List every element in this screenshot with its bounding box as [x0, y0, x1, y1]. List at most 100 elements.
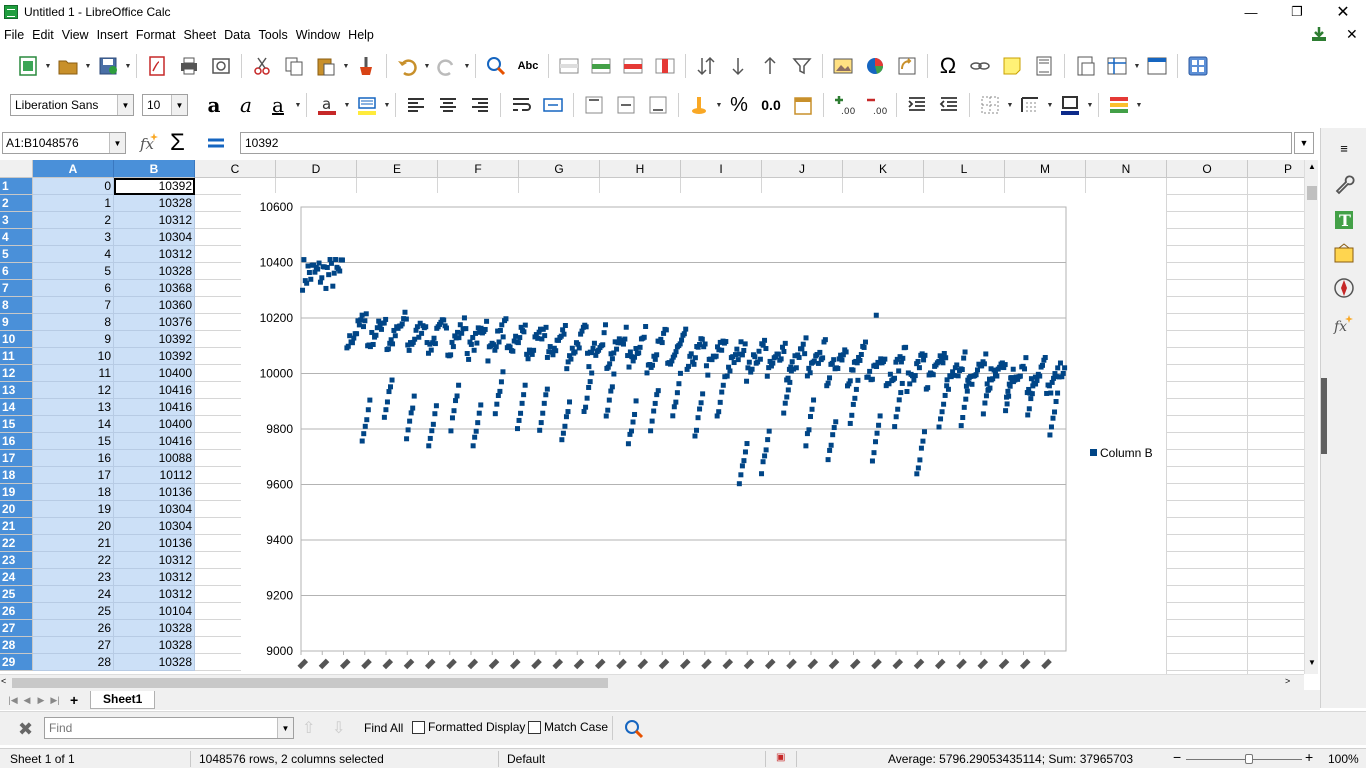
add-sheet-button[interactable]: + — [70, 692, 79, 708]
cell-a[interactable]: 9 — [33, 331, 114, 348]
print-preview-icon[interactable] — [207, 52, 235, 80]
save-icon[interactable] — [94, 52, 122, 80]
sort-ascending-icon[interactable] — [724, 52, 752, 80]
cell-a[interactable]: 16 — [33, 450, 114, 467]
next-sheet-icon[interactable]: ▶ — [37, 694, 45, 705]
decrease-indent-icon[interactable] — [935, 91, 963, 119]
cell-a[interactable]: 0 — [33, 178, 114, 195]
cell-b[interactable]: 10112 — [114, 467, 195, 484]
scatter-chart[interactable]: 10600 10400 10200 10000 9800 9600 9400 9200 9000… — [241, 193, 1166, 674]
add-decimal-place-icon[interactable]: .00 — [830, 91, 858, 119]
row-header[interactable]: 19 — [0, 484, 33, 501]
cell-a[interactable]: 3 — [33, 229, 114, 246]
cell-b[interactable]: 10392 — [114, 348, 195, 365]
row-header[interactable]: 3 — [0, 212, 33, 229]
menu-insert[interactable]: Insert — [96, 28, 128, 42]
cut-icon[interactable] — [248, 52, 276, 80]
column-header-j[interactable]: J — [762, 160, 843, 178]
row-header[interactable]: 24 — [0, 569, 33, 586]
cell-a[interactable]: 1 — [33, 195, 114, 212]
styles-icon[interactable]: T — [1332, 208, 1356, 232]
wrap-text-icon[interactable] — [507, 91, 535, 119]
find-previous-icon[interactable]: ⇧ — [302, 720, 316, 737]
column-header-f[interactable]: F — [438, 160, 519, 178]
match-case-option[interactable]: Match Case — [528, 720, 608, 735]
background-color-dropdown-icon[interactable]: ▼ — [383, 101, 391, 109]
cell-b[interactable]: 10088 — [114, 450, 195, 467]
increase-indent-icon[interactable] — [903, 91, 931, 119]
cell-a[interactable]: 5 — [33, 263, 114, 280]
row-header[interactable]: 20 — [0, 501, 33, 518]
chevron-down-icon[interactable]: ▼ — [277, 718, 293, 738]
active-cell-b1[interactable]: 10392 — [114, 178, 195, 195]
vertical-scrollbar[interactable]: ▲ ▼ — [1304, 160, 1318, 674]
row-header[interactable]: 25 — [0, 586, 33, 603]
scroll-right-icon[interactable]: > — [1285, 676, 1291, 686]
column-header-a[interactable]: A — [33, 160, 114, 178]
sum-icon[interactable]: Σ — [170, 129, 185, 156]
sidebar-menu-icon[interactable]: ≡ — [1340, 140, 1348, 156]
cell-b[interactable]: 10368 — [114, 280, 195, 297]
cell-b[interactable]: 10328 — [114, 620, 195, 637]
row-header[interactable]: 12 — [0, 365, 33, 382]
selection-summary[interactable]: Average: 5796.29053435114; Sum: 37965703 — [888, 752, 1134, 766]
cell-b[interactable]: 10416 — [114, 399, 195, 416]
zoom-out-icon[interactable]: − — [1173, 749, 1182, 765]
cell-b[interactable]: 10392 — [114, 331, 195, 348]
cell-b[interactable]: 10376 — [114, 314, 195, 331]
font-color-dropdown-icon[interactable]: ▼ — [343, 101, 351, 109]
cell-b[interactable]: 10304 — [114, 229, 195, 246]
row-header[interactable]: 10 — [0, 331, 33, 348]
row-header[interactable]: 8 — [0, 297, 33, 314]
cell-a[interactable]: 24 — [33, 586, 114, 603]
borders-dropdown-icon[interactable]: ▼ — [1006, 101, 1014, 109]
row-header[interactable]: 16 — [0, 433, 33, 450]
formatted-display-option[interactable]: Formatted Display — [412, 720, 525, 735]
border-color-dropdown-icon[interactable]: ▼ — [1086, 101, 1094, 109]
freeze-rows-columns-icon[interactable] — [1103, 52, 1131, 80]
first-sheet-icon[interactable]: |◀ — [8, 694, 18, 705]
row-header[interactable]: 18 — [0, 467, 33, 484]
row-header[interactable]: 9 — [0, 314, 33, 331]
insert-chart-icon[interactable] — [861, 52, 889, 80]
cell-b[interactable]: 10312 — [114, 569, 195, 586]
column-header-l[interactable]: L — [924, 160, 1005, 178]
align-top-icon[interactable] — [580, 91, 608, 119]
cell-b[interactable]: 10328 — [114, 263, 195, 280]
cell-b[interactable]: 10416 — [114, 382, 195, 399]
cell-b[interactable]: 10360 — [114, 297, 195, 314]
gallery-icon[interactable] — [1332, 242, 1356, 266]
column-header-g[interactable]: G — [519, 160, 600, 178]
currency-dropdown-icon[interactable]: ▼ — [715, 101, 723, 109]
minimize-button[interactable]: — — [1244, 4, 1258, 20]
row-header[interactable]: 11 — [0, 348, 33, 365]
scroll-up-icon[interactable]: ▲ — [1308, 162, 1316, 171]
cell-a[interactable]: 21 — [33, 535, 114, 552]
previous-sheet-icon[interactable]: ◀ — [23, 694, 31, 705]
freeze-dropdown-icon[interactable]: ▼ — [1133, 62, 1141, 70]
column-header-b[interactable]: B — [114, 160, 195, 178]
menu-edit[interactable]: Edit — [32, 28, 54, 42]
cell-a[interactable]: 13 — [33, 399, 114, 416]
cell-b[interactable]: 10312 — [114, 246, 195, 263]
pivot-table-icon[interactable] — [893, 52, 921, 80]
row-header[interactable]: 29 — [0, 654, 33, 671]
restore-button[interactable]: ❐ — [1291, 4, 1303, 19]
delete-rows-icon[interactable] — [619, 52, 647, 80]
menu-format[interactable]: Format — [135, 28, 176, 42]
comment-icon[interactable] — [998, 52, 1026, 80]
row-icon[interactable] — [555, 52, 583, 80]
cell-a[interactable]: 4 — [33, 246, 114, 263]
sheet-tab-sheet1[interactable]: Sheet1 — [90, 691, 156, 709]
cell-a[interactable]: 2 — [33, 212, 114, 229]
zoom-slider-thumb[interactable] — [1245, 754, 1253, 764]
undo-icon[interactable] — [393, 52, 421, 80]
cell-a[interactable]: 23 — [33, 569, 114, 586]
column-header-h[interactable]: H — [600, 160, 681, 178]
border-style-icon[interactable] — [1016, 91, 1044, 119]
row-header[interactable]: 7 — [0, 280, 33, 297]
chevron-down-icon[interactable]: ▼ — [117, 95, 133, 115]
conditional-format-icon[interactable] — [1105, 91, 1133, 119]
bold-icon[interactable]: a — [207, 93, 221, 117]
percent-format-icon[interactable]: % — [730, 93, 748, 116]
